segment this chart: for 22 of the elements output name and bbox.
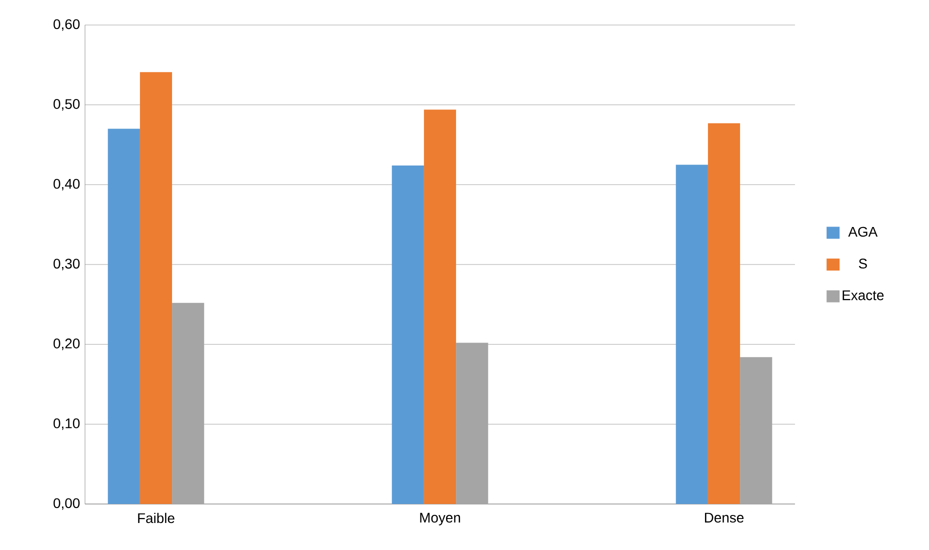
- bar: [392, 166, 424, 504]
- bar: [140, 72, 172, 504]
- y-tick-label: 0,40: [54, 178, 80, 190]
- y-tick-label: 0,50: [54, 99, 80, 111]
- y-tick-label: 0,00: [54, 498, 80, 510]
- bar: [424, 110, 456, 504]
- bar: [456, 342, 488, 504]
- x-tick-label: Dense: [704, 512, 744, 523]
- legend-label: Exacte: [842, 290, 884, 300]
- x-tick-label: Faible: [138, 512, 174, 524]
- y-tick-label: 0,10: [54, 418, 80, 430]
- y-tick-label: 0,30: [54, 258, 80, 270]
- x-tick-label: Moyen: [420, 512, 460, 526]
- legend-label: AGA: [848, 226, 878, 237]
- legend-label: S: [858, 258, 867, 269]
- bar: [708, 123, 740, 504]
- bar: [740, 357, 772, 504]
- bar: [108, 128, 140, 504]
- bar: [676, 164, 708, 504]
- y-tick-label: 0,60: [54, 19, 80, 31]
- bar: [172, 302, 204, 504]
- y-tick-label: 0,20: [54, 338, 80, 350]
